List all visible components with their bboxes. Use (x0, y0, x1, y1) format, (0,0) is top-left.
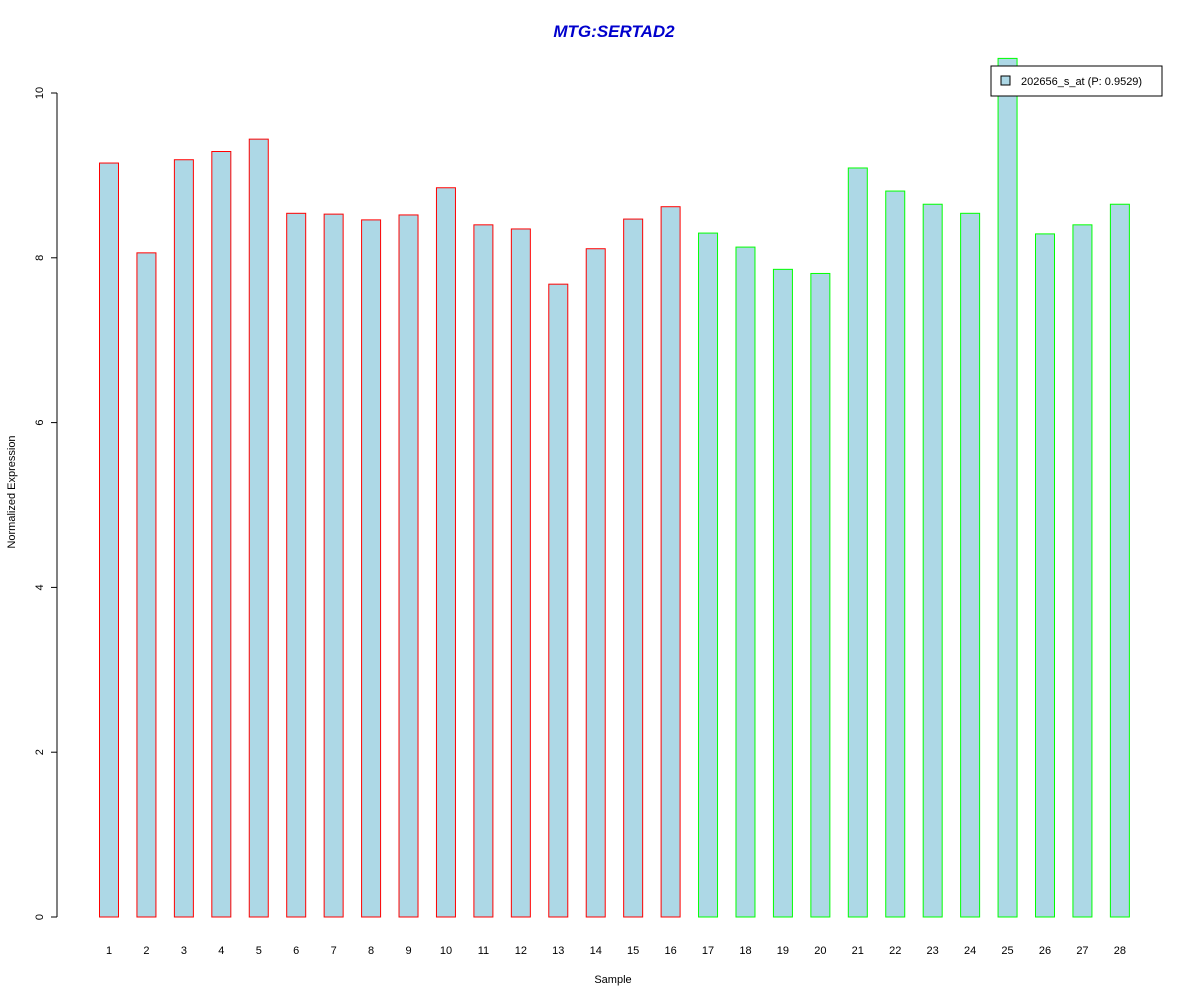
x-tick-label: 12 (515, 945, 527, 957)
x-tick-label: 7 (331, 945, 337, 957)
x-tick-label: 8 (368, 945, 374, 957)
bar-sample-20 (810, 272, 831, 918)
bar-sample-16 (660, 206, 681, 918)
legend: 202656_s_at (P: 0.9529) (990, 65, 1163, 97)
x-tick-label: 19 (777, 945, 789, 957)
y-tick-label: 0 (34, 914, 46, 920)
bars-group (99, 57, 1130, 918)
bar-sample-19 (772, 268, 793, 918)
x-tick-label: 23 (927, 945, 939, 957)
y-tick-label: 2 (34, 749, 46, 755)
x-tick-label: 22 (889, 945, 901, 957)
y-tick-label: 10 (34, 87, 46, 99)
bar-sample-7 (323, 213, 344, 918)
bar-sample-3 (173, 159, 194, 918)
x-tick-label: 20 (814, 945, 826, 957)
bar-sample-10 (435, 187, 456, 918)
legend-box (990, 65, 1163, 97)
bar-sample-15 (623, 218, 644, 918)
bar-sample-14 (585, 248, 606, 918)
bar-sample-18 (735, 246, 756, 918)
x-tick-label: 11 (478, 945, 489, 957)
x-tick-label: 3 (181, 945, 187, 957)
x-tick-label: 1 (106, 945, 112, 957)
bar-sample-9 (398, 214, 419, 918)
y-tick-label: 6 (34, 420, 46, 426)
x-tick-label: 24 (964, 945, 976, 957)
x-tick-label: 26 (1039, 945, 1051, 957)
y-tick-label: 8 (34, 255, 46, 261)
bar-sample-25 (997, 57, 1018, 918)
bar-sample-21 (847, 167, 868, 918)
bar-sample-11 (473, 224, 494, 918)
bar-sample-12 (510, 228, 531, 918)
x-tick-label: 9 (405, 945, 411, 957)
bar-sample-4 (211, 151, 232, 918)
y-axis-label: Normalized Expression (6, 435, 18, 548)
x-tick-label: 4 (218, 945, 224, 957)
bar-sample-5 (248, 138, 269, 918)
bar-sample-2 (136, 252, 157, 918)
x-tick-label: 21 (852, 945, 864, 957)
bar-sample-27 (1072, 224, 1093, 918)
x-axis-label: Sample (594, 974, 631, 986)
x-tick-label: 28 (1114, 945, 1126, 957)
legend-swatch (1000, 75, 1011, 86)
x-tick-label: 25 (1001, 945, 1013, 957)
bar-sample-8 (361, 219, 382, 918)
bar-sample-22 (885, 190, 906, 918)
x-tick-label: 17 (702, 945, 714, 957)
x-tick-label: 18 (739, 945, 751, 957)
bar-sample-17 (698, 232, 719, 918)
x-tick-label: 2 (143, 945, 149, 957)
x-tick-label: 16 (664, 945, 676, 957)
bar-sample-23 (922, 203, 943, 918)
chart-title: MTG:SERTAD2 (553, 22, 675, 41)
x-tick-label: 5 (256, 945, 262, 957)
bar-sample-26 (1035, 233, 1055, 918)
bar-sample-28 (1109, 203, 1130, 918)
legend-label: 202656_s_at (P: 0.9529) (1021, 76, 1142, 88)
x-tick-label: 6 (293, 945, 299, 957)
bar-sample-13 (548, 283, 569, 918)
x-tick-labels: 1 2 3 4 5 6 7 8 9 10 11 12 13 14 15 16 17 18 19 20 21 22 23 24 2… (106, 945, 1126, 957)
bar-sample-1 (99, 162, 119, 918)
bar-sample-24 (960, 212, 981, 918)
x-tick-label: 27 (1076, 945, 1088, 957)
x-tick-label: 13 (552, 945, 564, 957)
x-tick-label: 14 (590, 945, 602, 957)
y-tick-label: 4 (34, 584, 46, 590)
bar-sample-6 (286, 212, 307, 918)
y-axis: 0 2 4 6 8 10 (34, 87, 58, 920)
x-tick-label: 15 (627, 945, 639, 957)
x-tick-label: 10 (440, 945, 452, 957)
